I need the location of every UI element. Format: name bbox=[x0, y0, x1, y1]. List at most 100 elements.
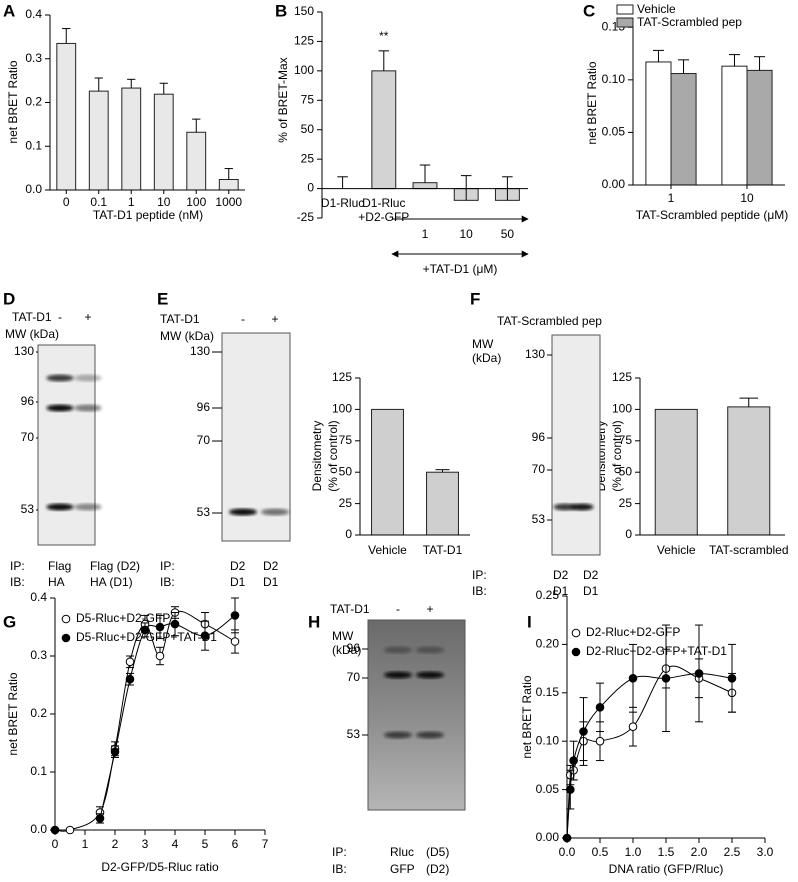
y-tick-label: 150 bbox=[294, 4, 314, 18]
error-bar bbox=[435, 469, 450, 473]
legend-label: TAT-Scrambled pep bbox=[637, 15, 742, 29]
blot-row-label: IP: bbox=[160, 559, 175, 573]
x-tick-label-box: 10 bbox=[157, 196, 170, 209]
mw-label: MW (kDa) bbox=[5, 328, 59, 341]
y-tick-label: 0.2 bbox=[30, 706, 47, 720]
gel bbox=[367, 619, 466, 811]
blot-row-label: IB: bbox=[332, 862, 347, 876]
y-tick-label: 0.4 bbox=[30, 590, 47, 604]
y-tick-label: 75 bbox=[301, 92, 315, 106]
point bbox=[125, 674, 135, 684]
panel-letter: H bbox=[308, 612, 320, 631]
y-tick-label: 125 bbox=[612, 370, 632, 384]
error-bar bbox=[678, 59, 690, 74]
mw-marker: 96 bbox=[21, 394, 35, 408]
error-bar bbox=[337, 176, 348, 189]
y-tick-label: 0.25 bbox=[536, 588, 560, 602]
significance: ** bbox=[379, 29, 389, 43]
blot-row-label: D2 bbox=[553, 568, 569, 582]
x-axis-label: TAT-Scrambled peptide (μM) bbox=[636, 208, 789, 222]
band bbox=[229, 508, 257, 516]
y-tick-label: 0.00 bbox=[602, 177, 626, 191]
x-tick-label: 3.0 bbox=[757, 845, 774, 859]
x-tick-label: 10 bbox=[459, 228, 473, 241]
lane-label: - bbox=[241, 312, 245, 326]
fit-line bbox=[566, 665, 733, 839]
bar bbox=[645, 61, 672, 186]
point bbox=[110, 747, 120, 757]
x-tick-label-box: 100 bbox=[186, 196, 206, 209]
point bbox=[566, 785, 575, 794]
error-bar bbox=[754, 56, 766, 71]
mw-marker: 53 bbox=[21, 502, 35, 516]
x-tick-label-box: 1000 bbox=[215, 196, 243, 209]
point bbox=[595, 703, 605, 712]
x-axis-label: D2-GFP/D5-Rluc ratio bbox=[101, 860, 219, 874]
fit-line bbox=[54, 610, 236, 832]
band bbox=[384, 646, 412, 654]
x-tick-label-box: D1-Rluc bbox=[321, 197, 364, 210]
y-tick-label: 0 bbox=[307, 181, 314, 195]
blot-row-label: D1 bbox=[583, 584, 599, 598]
panel-letter: F bbox=[470, 289, 480, 308]
legend-marker bbox=[61, 633, 71, 643]
y-tick-label: 125 bbox=[332, 370, 352, 384]
y-axis-label: % of BRET-Max bbox=[276, 57, 290, 142]
y-tick-label: 50 bbox=[619, 464, 633, 478]
legend-swatch bbox=[616, 4, 634, 15]
bar bbox=[746, 69, 773, 186]
y-tick-label: 0.20 bbox=[536, 637, 560, 651]
mw-marker: 53 bbox=[347, 727, 361, 741]
x-tick-label: 0 bbox=[62, 196, 70, 209]
point bbox=[569, 756, 578, 765]
mw-marker: 130 bbox=[525, 347, 545, 361]
blot-row-label: IP: bbox=[472, 568, 487, 582]
band bbox=[553, 503, 577, 511]
x-tick-label-box: TAT-D1 bbox=[423, 544, 463, 557]
y-axis-label: net BRET Ratio bbox=[520, 675, 534, 758]
blot-row-label: D1 bbox=[553, 584, 569, 598]
error-bar bbox=[419, 164, 431, 183]
point bbox=[65, 825, 75, 835]
error-bar bbox=[739, 397, 759, 407]
blot-row-label: IP: bbox=[10, 559, 25, 573]
x-tick-label: 10 bbox=[740, 192, 754, 205]
mw-marker: 70 bbox=[347, 670, 361, 684]
point bbox=[628, 722, 638, 731]
x-tick-label-box: 1 bbox=[128, 196, 135, 209]
y-tick-label: 0.10 bbox=[536, 733, 560, 747]
x-tick-label: 2.5 bbox=[724, 845, 741, 859]
bar bbox=[721, 65, 748, 186]
error-bar bbox=[192, 118, 201, 133]
x-tick-label-box: 50 bbox=[501, 228, 514, 241]
point bbox=[562, 833, 572, 843]
lane-label: - bbox=[58, 310, 62, 324]
mw-label: MW (kDa) bbox=[472, 338, 502, 365]
x-tick-label: 1000 bbox=[215, 196, 243, 209]
y-tick-label: 100 bbox=[612, 402, 632, 416]
point bbox=[50, 825, 60, 835]
x-tick-label: 5 bbox=[202, 837, 209, 851]
point bbox=[125, 657, 135, 667]
legend-label: D2-Rluc+D2-GFP bbox=[586, 625, 680, 639]
x-axis-label: DNA ratio (GFP/Rluc) bbox=[609, 862, 724, 876]
x-tick-label-box: 0.1 bbox=[90, 196, 107, 209]
blot-row-label: D2 bbox=[230, 559, 246, 573]
error-bar bbox=[224, 168, 233, 180]
blot-row-label: (D2) bbox=[426, 862, 449, 876]
error-bar bbox=[652, 49, 664, 62]
x-tick-label-box: 10 bbox=[459, 228, 473, 241]
mw-marker: 130 bbox=[14, 344, 34, 358]
point bbox=[155, 651, 165, 661]
band bbox=[46, 503, 74, 511]
y-tick-label: 25 bbox=[619, 496, 633, 510]
x-axis-label: TAT-D1 peptide (nM) bbox=[93, 208, 203, 222]
x-tick-label: D1-Rluc +D2-GFP bbox=[358, 197, 410, 224]
x-tick-label-box: Vehicle bbox=[368, 544, 407, 557]
panel-letter: D bbox=[3, 289, 15, 308]
bar bbox=[727, 406, 771, 536]
y-tick-label: 0.2 bbox=[25, 95, 42, 109]
point bbox=[140, 625, 150, 635]
